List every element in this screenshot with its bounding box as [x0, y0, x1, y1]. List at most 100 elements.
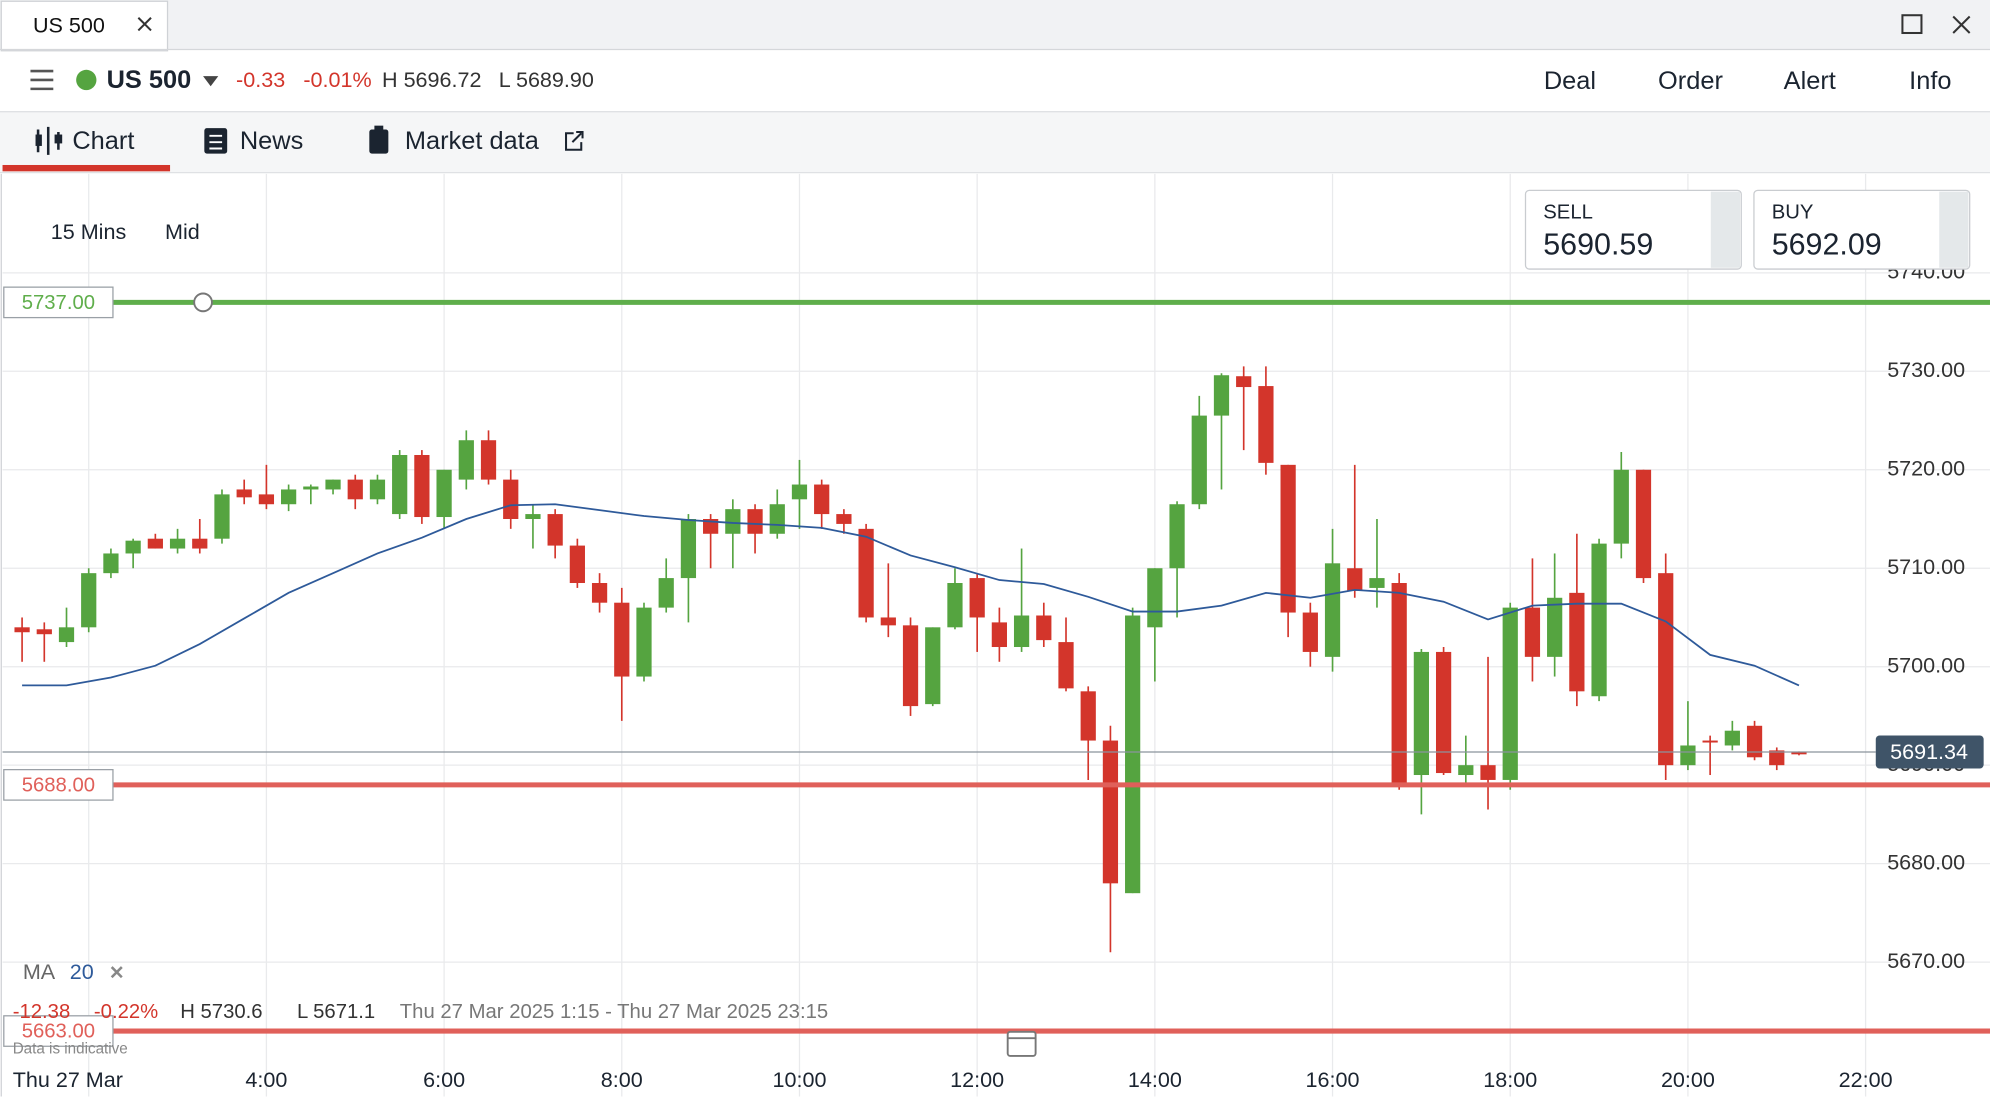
tab[interactable]: News	[240, 127, 303, 155]
chart-icon	[35, 134, 42, 146]
candle-body	[103, 553, 119, 574]
candle-body	[614, 602, 630, 677]
tab-close[interactable]	[137, 17, 152, 32]
candle-body	[36, 629, 52, 635]
candle-body	[1635, 469, 1652, 579]
sell-button[interactable]	[1524, 189, 1742, 270]
status-dot	[76, 69, 97, 91]
disclaimer: Data is indicative	[13, 1041, 128, 1058]
candle-body	[1480, 765, 1496, 780]
candle-body	[325, 479, 341, 490]
news-icon	[204, 128, 228, 154]
candle-body	[1458, 765, 1474, 776]
x-tick-label: Thu 27 Mar	[13, 1067, 123, 1092]
indicator-period[interactable]: 20	[70, 959, 94, 984]
candle-body	[991, 622, 1007, 648]
candle-body	[1547, 597, 1563, 657]
tab[interactable]: Market data	[405, 127, 540, 155]
sell-price: 5690.59	[1543, 227, 1653, 261]
candle-body	[525, 514, 541, 520]
candle-body	[480, 440, 497, 480]
remove-indicator[interactable]	[110, 966, 123, 979]
date-picker[interactable]	[1006, 1030, 1037, 1057]
y-tick-label: 5700.00	[1887, 652, 1965, 677]
action-button[interactable]: Deal	[1544, 67, 1596, 95]
candle-body	[1169, 504, 1185, 569]
candle-body	[1147, 568, 1163, 628]
level-label-box	[3, 769, 114, 801]
level-label-box	[3, 1015, 114, 1047]
candle-body	[258, 494, 275, 505]
interval[interactable]: 15 Mins	[51, 219, 127, 244]
maximize[interactable]	[1901, 14, 1923, 35]
candle-body	[1324, 563, 1341, 657]
current-price-tag	[1875, 735, 1984, 769]
x-tick-label: 18:00	[1483, 1067, 1537, 1092]
candle-body	[880, 617, 896, 626]
level-label-box	[3, 286, 114, 319]
close-window[interactable]	[1952, 15, 1971, 34]
market-data-icon	[369, 129, 389, 154]
change-pct: -0.01%	[303, 67, 371, 92]
buy-button-edge	[1939, 191, 1969, 268]
candle-body	[147, 538, 163, 549]
action-button[interactable]: Info	[1909, 67, 1951, 95]
window-tab[interactable]	[0, 0, 169, 52]
candle-body	[747, 509, 763, 534]
active-tab-indicator	[2, 164, 171, 172]
instrument-name[interactable]: US 500	[107, 66, 192, 94]
candle-body	[347, 479, 363, 500]
candle-body	[1191, 415, 1207, 505]
candle-body	[680, 519, 697, 579]
tab-title: US 500	[33, 12, 105, 37]
menu-icon[interactable]	[30, 69, 54, 91]
x-tick-label: 4:00	[245, 1067, 287, 1092]
candle-body	[14, 627, 30, 633]
candle-body	[1569, 592, 1585, 692]
candle-body	[836, 514, 852, 524]
candle-body	[414, 454, 430, 518]
x-tick-label: 14:00	[1128, 1067, 1182, 1092]
candle-body	[503, 479, 519, 520]
candle-body	[925, 627, 941, 705]
action-button[interactable]: Order	[1658, 67, 1723, 95]
candle-body	[1369, 578, 1385, 588]
candle-body	[58, 627, 75, 643]
range-dates: Thu 27 Mar 2025 1:15 - Thu 27 Mar 2025 2…	[400, 1001, 828, 1023]
action-button[interactable]: Alert	[1784, 67, 1836, 95]
y-tick-label: 5670.00	[1887, 948, 1965, 973]
candle-body	[658, 578, 674, 608]
news-icon	[209, 134, 223, 150]
x-tick-label: 8:00	[601, 1067, 643, 1092]
dropdown-caret[interactable]	[203, 76, 219, 87]
sell-label: SELL	[1543, 202, 1593, 224]
chart: Thu 27 Mar 4:00 6:00 8:00 10:00 12:00 14:00 16:…	[2, 173, 1990, 1097]
chart-icon	[54, 134, 63, 144]
level-label: 5737.00	[22, 292, 95, 314]
current-price-label: 5691.34	[1890, 739, 1968, 764]
x-tick-label: 10:00	[772, 1067, 826, 1092]
sell-button-edge	[1710, 191, 1740, 268]
candle-body	[1213, 375, 1230, 416]
buy-button[interactable]	[1753, 189, 1971, 270]
candle-body	[281, 489, 297, 505]
candle-body	[547, 514, 563, 546]
candle-body	[791, 484, 808, 500]
candle-body	[1391, 583, 1407, 785]
candle-body	[1080, 691, 1096, 741]
tab[interactable]: Chart	[72, 127, 134, 155]
candle-body	[1102, 740, 1119, 884]
candle-body	[725, 509, 741, 534]
range-high: H 5730.6	[180, 1001, 262, 1023]
day-high: H 5696.72	[382, 67, 482, 92]
price-type[interactable]: Mid	[165, 219, 200, 244]
candle-body	[436, 469, 452, 518]
candle-body	[1791, 752, 1807, 755]
title-bar	[0, 0, 1990, 50]
candle-body	[1502, 607, 1518, 780]
candle-body	[303, 486, 319, 490]
market-data-icon	[374, 125, 384, 132]
